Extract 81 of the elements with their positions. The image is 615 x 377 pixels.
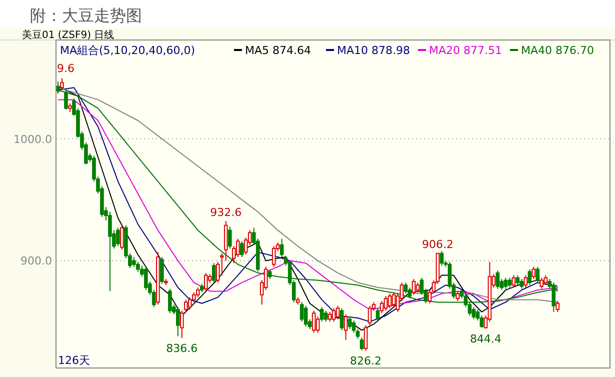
annotation: 836.6 <box>166 342 198 356</box>
candlestick <box>56 80 60 94</box>
candlestick <box>184 299 188 312</box>
annotation: 906.2 <box>422 238 454 252</box>
candlestick <box>60 78 64 90</box>
candlestick <box>532 266 536 280</box>
annotation: 932.6 <box>210 206 242 219</box>
candlestick <box>412 278 416 296</box>
candlestick <box>556 300 560 312</box>
candlestick <box>280 238 284 258</box>
candlestick <box>496 270 500 290</box>
candlestick <box>408 287 412 299</box>
candlestick <box>108 211 112 292</box>
candlestick <box>384 296 388 312</box>
candlestick <box>116 227 120 247</box>
candlestick <box>536 266 540 284</box>
candlestick <box>120 224 124 250</box>
candlestick <box>304 305 308 328</box>
annotation: 9.6 <box>57 62 74 75</box>
candlestick <box>212 262 216 284</box>
candlestick <box>456 290 460 302</box>
candlestick <box>364 324 368 352</box>
candlestick <box>368 305 372 326</box>
candlestick <box>328 311 332 322</box>
candlestick <box>188 296 192 310</box>
candlestick <box>376 308 380 321</box>
candlestick <box>404 282 408 294</box>
legend-label: MA10 878.98 <box>337 44 410 57</box>
candlestick <box>340 308 344 331</box>
candlestick <box>272 246 276 268</box>
candlestick <box>324 310 328 322</box>
candlestick <box>268 268 272 280</box>
candlestick <box>392 292 396 308</box>
candlestick <box>228 226 232 250</box>
candlestick <box>440 250 444 266</box>
annotation: 126天 <box>58 354 90 367</box>
candlestick <box>544 274 548 286</box>
candlestick <box>480 315 484 328</box>
candlestick <box>168 288 172 314</box>
candlestick <box>504 277 508 290</box>
candlestick <box>416 282 420 293</box>
candlestick <box>528 268 532 286</box>
candlestick <box>204 272 208 292</box>
candlestick <box>516 274 520 286</box>
candlestick <box>316 316 320 334</box>
candlestick <box>176 306 180 337</box>
candlestick <box>136 261 140 272</box>
candlestick <box>64 89 68 110</box>
annotation: MA組合(5,10,20,40,60,0) <box>60 44 196 57</box>
candlestick <box>512 274 516 288</box>
candlestick <box>196 287 200 298</box>
chart-subtitle: 美豆01 (ZSF9) 日线 <box>22 29 114 41</box>
candlestick <box>380 300 384 314</box>
candlestick <box>360 337 364 351</box>
candlestick <box>132 256 136 268</box>
annotation: 826.2 <box>350 354 382 368</box>
candlestick <box>300 302 304 322</box>
annotation: 844.4 <box>470 332 502 346</box>
candlestick <box>352 320 356 334</box>
candlestick <box>472 306 476 320</box>
candlestick <box>540 277 544 290</box>
candlestick <box>520 278 524 290</box>
candlestick <box>524 274 528 288</box>
chart-title: 附：大豆走势图 <box>30 6 142 25</box>
candlestick <box>336 305 340 320</box>
legend-label: MA40 876.70 <box>521 44 594 57</box>
candlestick <box>508 277 512 288</box>
candlestick <box>348 316 352 330</box>
candlestick <box>344 314 348 340</box>
y-tick-label: 1000.0 <box>14 132 52 146</box>
candlestick <box>552 282 556 312</box>
y-tick-label: 900.0 <box>20 254 52 268</box>
candlestick <box>160 256 164 284</box>
candlestick <box>312 310 316 334</box>
legend-label: MA20 877.51 <box>429 44 502 57</box>
candlestick <box>320 306 324 322</box>
candlestick <box>240 240 244 258</box>
candlestick <box>388 293 392 309</box>
candlestick <box>332 308 336 322</box>
candlestick <box>180 310 184 339</box>
legend-label: MA5 874.64 <box>245 44 311 57</box>
